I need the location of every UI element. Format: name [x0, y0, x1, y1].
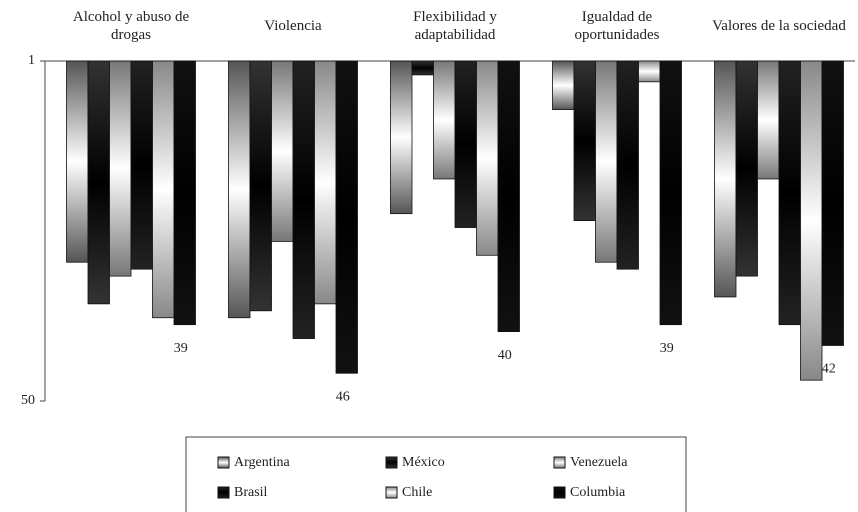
bar	[87, 60, 110, 305]
bar	[735, 60, 758, 277]
data-label: 46	[336, 389, 350, 404]
bar	[659, 60, 682, 326]
bar	[433, 60, 456, 180]
bar	[778, 60, 801, 326]
bar	[390, 60, 413, 215]
data-label: 39	[174, 341, 188, 356]
bar	[249, 60, 272, 312]
bar	[552, 60, 575, 110]
category-label: Flexibilidad y adaptabilidad	[413, 9, 497, 43]
legend-swatch	[385, 486, 398, 499]
legend-label: Brasil	[234, 485, 268, 500]
bar	[573, 60, 596, 221]
legend-swatch	[553, 486, 566, 499]
bar	[271, 60, 294, 242]
legend-box	[185, 436, 687, 512]
category-label: Igualdad de oportunidades	[574, 9, 660, 43]
category-label: Valores de la sociedad	[712, 18, 846, 34]
bar	[616, 60, 639, 270]
legend-swatch	[553, 456, 566, 469]
bar	[595, 60, 618, 263]
data-label: 40	[498, 348, 512, 363]
legend-label: México	[402, 455, 445, 470]
bar	[638, 60, 661, 83]
bar	[476, 60, 499, 256]
bar	[335, 60, 358, 374]
bar	[411, 60, 434, 76]
data-label: 39	[660, 341, 674, 356]
y-tick-label: 50	[21, 393, 35, 408]
bar	[714, 60, 737, 298]
bar	[228, 60, 251, 319]
legend-swatch	[217, 456, 230, 469]
bar	[173, 60, 196, 326]
bar	[497, 60, 520, 333]
bar	[130, 60, 153, 270]
bar	[152, 60, 175, 319]
legend-label: Venezuela	[570, 455, 628, 470]
category-label: Violencia	[264, 18, 322, 34]
legend-label: Chile	[402, 485, 432, 500]
y-tick-label: 1	[28, 53, 35, 68]
bar	[454, 60, 477, 228]
bar	[314, 60, 337, 305]
data-label: 42	[822, 362, 836, 377]
bar	[109, 60, 132, 277]
legend-label: Columbia	[570, 485, 626, 500]
category-label: Alcohol y abuso de drogas	[72, 9, 190, 43]
bar	[800, 60, 823, 381]
bar	[757, 60, 780, 180]
legend-label: Argentina	[234, 455, 291, 470]
bar	[821, 60, 844, 346]
legend-swatch	[385, 456, 398, 469]
legend-swatch	[217, 486, 230, 499]
bar	[66, 60, 89, 263]
bar	[292, 60, 315, 339]
